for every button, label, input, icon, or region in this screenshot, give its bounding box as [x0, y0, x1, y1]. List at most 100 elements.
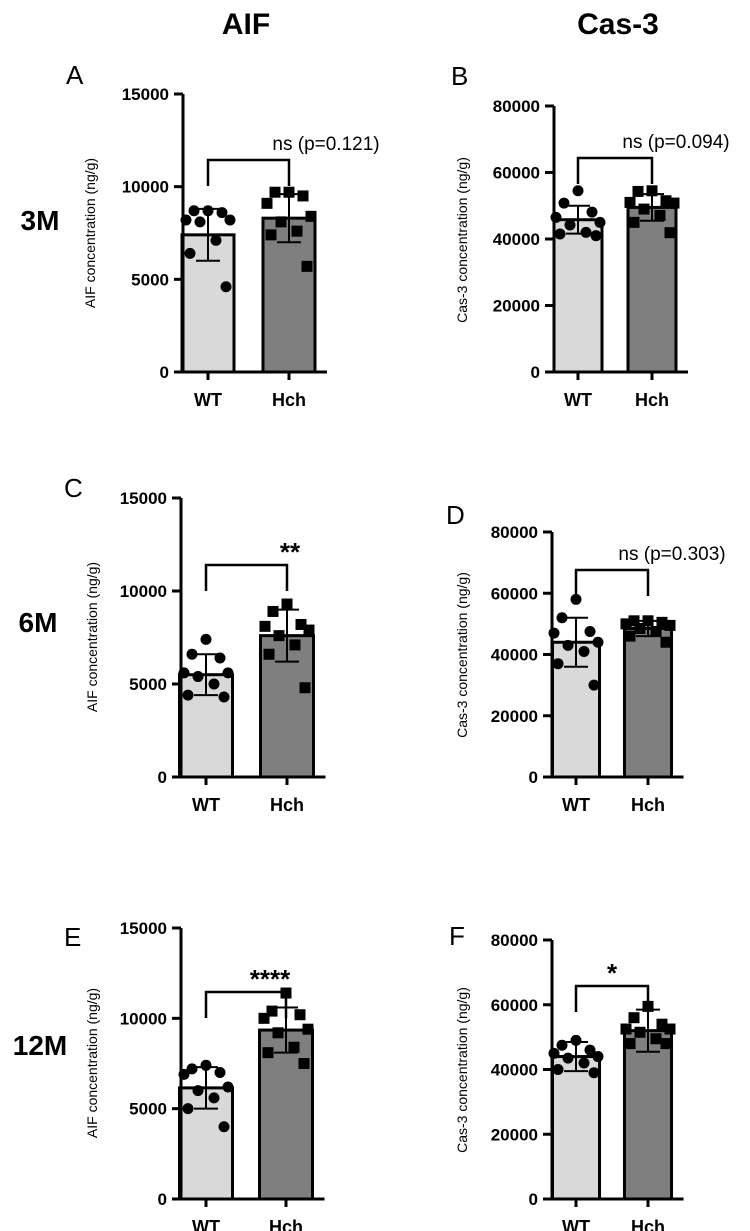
y-tick-label: 20000	[491, 1125, 538, 1144]
significance-label: ns (p=0.303)	[618, 544, 725, 565]
data-point-wt	[550, 211, 562, 223]
data-point-hch	[634, 1026, 646, 1038]
chart-panel-a: A AIF concentration (ng/g) WT Hch 0 5000 10000…	[66, 60, 380, 410]
data-point-wt	[548, 1047, 560, 1059]
column-title-aif: AIF	[222, 8, 270, 41]
panel-letter-f: F	[449, 921, 465, 951]
data-point-hch	[272, 1027, 284, 1039]
significance-label: ****	[250, 964, 291, 994]
data-point-hch	[297, 190, 309, 202]
data-point-hch	[642, 615, 654, 627]
data-point-hch	[263, 648, 275, 660]
data-point-wt	[584, 1044, 596, 1056]
data-point-wt	[586, 206, 598, 218]
significance-label: *	[607, 958, 618, 988]
data-point-hch	[656, 616, 668, 628]
data-point-hch	[289, 639, 301, 651]
chart-panel-e: E AIF concentration (ng/g) WT Hch 0 5000 10000…	[64, 919, 325, 1231]
data-point-wt	[556, 612, 568, 624]
bar-hch	[261, 216, 317, 374]
data-point-wt	[182, 689, 194, 701]
data-point-wt	[594, 216, 606, 228]
y-tick-label: 15000	[120, 919, 167, 938]
data-point-hch	[646, 185, 658, 197]
data-point-hch	[258, 1012, 270, 1024]
y-tick-label: 40000	[493, 230, 540, 249]
y-tick-label: 80000	[491, 523, 538, 542]
y-tick-label: 0	[529, 1190, 538, 1209]
data-point-wt	[218, 1121, 230, 1133]
y-tick-label: 15000	[120, 489, 167, 508]
x-tick-label-wt: WT	[192, 1217, 220, 1231]
y-tick-label: 10000	[120, 1009, 167, 1028]
y-tick-label: 40000	[491, 646, 538, 665]
x-tick-label-hch: Hch	[631, 1217, 665, 1231]
y-tick-label: 5000	[129, 1100, 167, 1119]
x-tick-label-wt: WT	[564, 390, 592, 410]
data-point-hch	[288, 1041, 300, 1053]
data-point-wt	[218, 691, 230, 703]
panels: A AIF concentration (ng/g) WT Hch 0 5000 10000…	[64, 60, 730, 1231]
y-tick-label: 5000	[129, 675, 167, 694]
y-tick-label: 80000	[493, 97, 540, 116]
data-point-wt	[588, 1067, 600, 1079]
significance-bracket	[574, 568, 650, 596]
data-point-hch	[302, 1023, 314, 1035]
data-point-wt	[222, 1081, 234, 1093]
data-point-hch	[650, 626, 662, 638]
data-point-wt	[584, 626, 596, 638]
data-point-hch	[294, 1009, 306, 1021]
y-tick-label: 10000	[122, 178, 169, 197]
data-point-wt	[208, 1092, 220, 1104]
y-tick-label: 10000	[120, 582, 167, 601]
panel-letter-e: E	[64, 922, 81, 952]
data-point-hch	[628, 1012, 640, 1024]
data-point-wt	[592, 1051, 604, 1063]
data-point-hch	[299, 682, 311, 694]
data-point-wt	[186, 648, 198, 660]
data-point-wt	[556, 1039, 568, 1051]
data-point-wt	[210, 234, 222, 246]
y-axis-label: AIF concentration (ng/g)	[84, 562, 100, 712]
x-tick-label-wt: WT	[562, 1217, 590, 1231]
significance-bracket	[576, 156, 654, 184]
panel-letter-b: B	[451, 61, 468, 91]
data-point-wt	[220, 281, 232, 293]
chart-panel-b: B Cas-3 concentration (ng/g) WT Hch 0 20000 40…	[451, 61, 730, 410]
significance-bracket	[204, 563, 289, 591]
y-axis-label: Cas-3 concentration (ng/g)	[454, 572, 470, 738]
data-point-wt	[578, 645, 590, 657]
data-point-hch	[624, 196, 636, 208]
significance-bracket	[206, 158, 291, 186]
data-point-wt	[572, 185, 584, 197]
data-point-hch	[660, 636, 672, 648]
data-point-wt	[554, 228, 566, 240]
data-point-hch	[273, 630, 285, 642]
y-tick-label: 20000	[491, 707, 538, 726]
data-point-wt	[202, 205, 214, 217]
significance-label: ns (p=0.121)	[272, 134, 379, 155]
significance-bracket	[204, 990, 288, 1018]
data-point-hch	[664, 1023, 676, 1035]
data-point-hch	[620, 1023, 632, 1035]
data-point-hch	[281, 598, 293, 610]
x-tick-label-hch: Hch	[269, 1217, 303, 1231]
data-point-wt	[548, 627, 560, 639]
row-label-12m: 12M	[13, 1030, 67, 1061]
y-tick-label: 60000	[491, 996, 538, 1015]
data-point-hch	[628, 216, 640, 228]
chart-panel-d: D Cas-3 concentration (ng/g) WT Hch 0 20000 40…	[446, 500, 726, 815]
data-point-wt	[592, 636, 604, 648]
y-tick-label: 20000	[493, 297, 540, 316]
bar-wt	[552, 218, 604, 374]
data-point-hch	[275, 216, 287, 228]
data-point-wt	[222, 667, 234, 679]
y-axis-label: AIF concentration (ng/g)	[82, 158, 98, 308]
y-axis-label: Cas-3 concentration (ng/g)	[454, 157, 470, 323]
data-point-wt	[182, 1103, 194, 1115]
y-tick-label: 0	[531, 363, 540, 382]
y-tick-label: 40000	[491, 1061, 538, 1080]
y-tick-label: 15000	[122, 85, 169, 104]
y-tick-label: 80000	[491, 931, 538, 950]
data-point-hch	[295, 618, 307, 630]
